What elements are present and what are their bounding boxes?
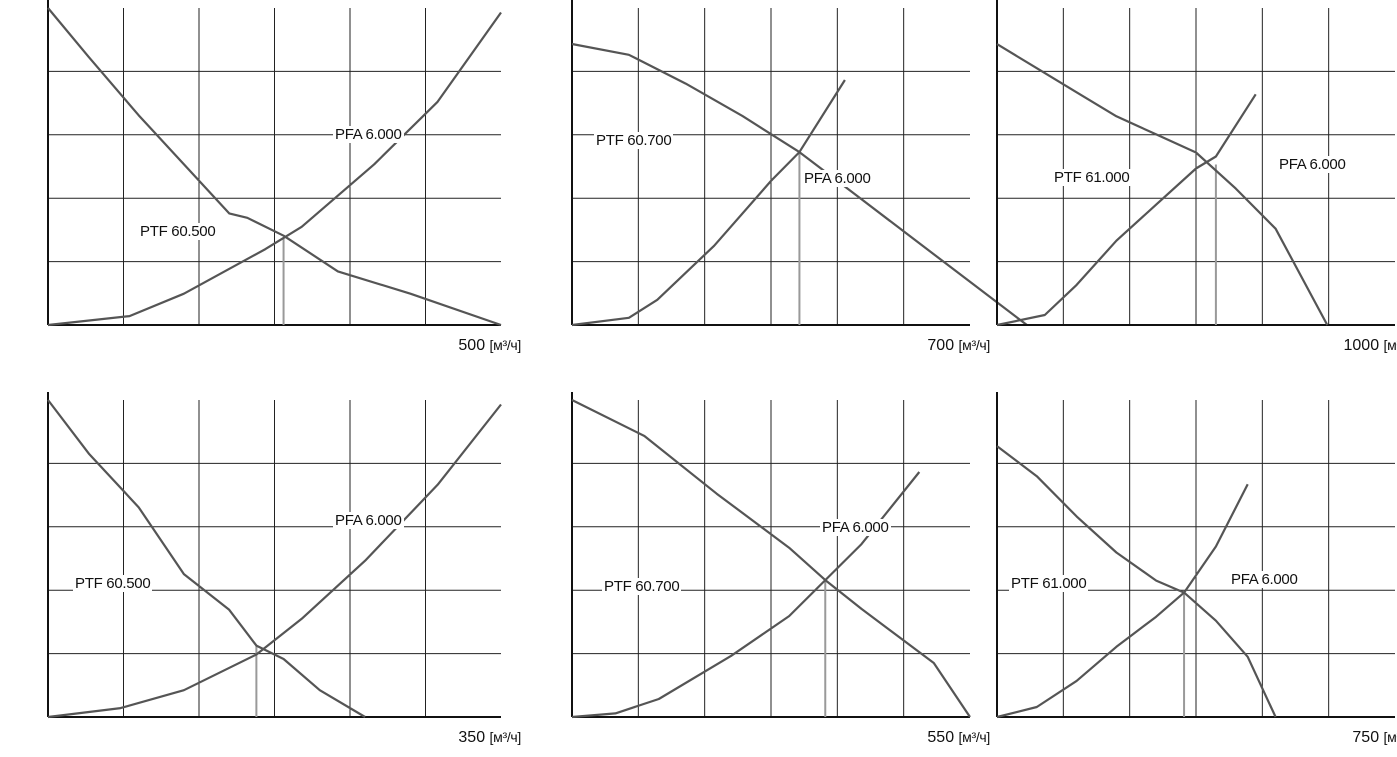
series-label-fan: PTF 60.500	[73, 575, 152, 592]
x-max-tick-label: 500 [м³/ч]	[458, 337, 521, 355]
chart-panel: 350 [м³/ч] PTF 60.500 PFA 6.000	[0, 392, 521, 757]
series-label-filter: PFA 6.000	[333, 512, 404, 529]
series-line-filter	[997, 484, 1248, 717]
x-max-tick-label: 350 [м³/ч]	[458, 729, 521, 747]
x-max-value: 1000	[1344, 337, 1380, 354]
x-max-value: 700	[927, 337, 954, 354]
series-label-fan: PTF 60.700	[594, 132, 673, 149]
x-max-value: 550	[927, 729, 954, 746]
series-line-fan	[48, 400, 365, 717]
x-max-tick-label: 750 [м³/ч]	[1352, 729, 1397, 747]
x-max-tick-label: 1000 [м³/ч]	[1344, 337, 1397, 355]
x-unit-label: [м³/ч]	[1384, 337, 1397, 353]
chart-plot-area	[0, 0, 521, 335]
x-unit-label: [м³/ч]	[1384, 729, 1397, 745]
series-label-filter: PFA 6.000	[333, 126, 404, 143]
series-label-filter: PFA 6.000	[802, 170, 873, 187]
series-label-fan: PTF 61.000	[1052, 169, 1131, 186]
series-label-filter: PFA 6.000	[1229, 571, 1300, 588]
chart-panel: 1000 [м³/ч] PTF 61.000 PFA 6.000	[955, 0, 1397, 365]
chart-panel: 500 [м³/ч] PTF 60.500 PFA 6.000	[0, 0, 521, 365]
chart-plot-area	[955, 392, 1397, 727]
series-label-fan: PTF 60.700	[602, 578, 681, 595]
chart-plot-area	[530, 392, 990, 727]
x-unit-label: [м³/ч]	[490, 337, 521, 353]
chart-panel: 750 [м³/ч] PTF 61.000 PFA 6.000	[955, 392, 1397, 757]
series-label-filter: PFA 6.000	[820, 519, 891, 536]
series-label-filter: PFA 6.000	[1277, 156, 1348, 173]
series-label-fan: PTF 60.500	[138, 223, 217, 240]
series-label-fan: PTF 61.000	[1009, 575, 1088, 592]
series-line-filter	[572, 80, 845, 325]
x-max-value: 500	[458, 337, 485, 354]
x-max-value: 350	[458, 729, 485, 746]
chart-plot-area	[0, 392, 521, 727]
x-max-value: 750	[1352, 729, 1379, 746]
series-line-fan	[997, 44, 1327, 325]
chart-plot-area	[530, 0, 990, 335]
x-unit-label: [м³/ч]	[490, 729, 521, 745]
